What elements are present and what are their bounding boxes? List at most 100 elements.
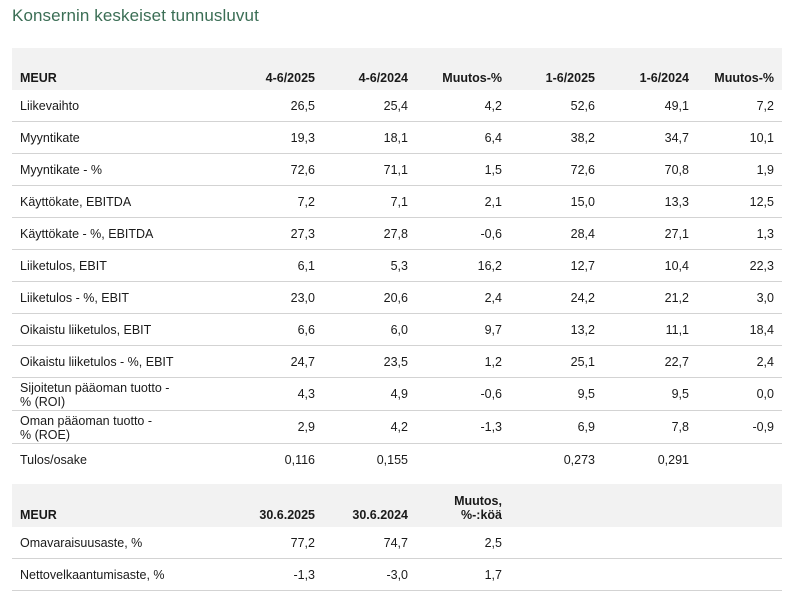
cell-value: 7,2 bbox=[697, 90, 782, 122]
cell-value: 6,6 bbox=[212, 313, 323, 346]
table-row: Liiketulos - %, EBIT 23,0 20,6 2,4 24,2 21,2 3… bbox=[12, 281, 782, 314]
header-empty-cell bbox=[603, 484, 697, 527]
cell-value: 13,2 bbox=[510, 313, 603, 346]
cell-value bbox=[697, 444, 782, 476]
column-header: Muutos, %-:köä bbox=[416, 484, 510, 527]
row-label: Käyttökate, EBITDA bbox=[12, 185, 212, 218]
table1-header: MEUR 4-6/2025 4-6/2024 Muutos-% 1-6/2025 1-6/… bbox=[12, 48, 782, 90]
spacer-cell bbox=[12, 475, 782, 484]
cell-value: 27,3 bbox=[212, 217, 323, 250]
table-row: Omavaraisuusaste, % 77,2 74,7 2,5 bbox=[12, 527, 782, 559]
cell-value: 15,0 bbox=[510, 185, 603, 218]
row-label: Myyntikate bbox=[12, 121, 212, 154]
cell-value: 77,2 bbox=[212, 527, 323, 559]
cell-value: 20,6 bbox=[323, 281, 416, 314]
cell-value: -1,3 bbox=[416, 410, 510, 444]
column-header: 30.6.2025 bbox=[212, 484, 323, 527]
cell-value: 12,5 bbox=[697, 185, 782, 218]
cell-value: 72,6 bbox=[212, 153, 323, 186]
cell-value: 4,3 bbox=[212, 377, 323, 411]
column-header-unit: MEUR bbox=[12, 48, 212, 90]
header-row: MEUR 30.6.2025 30.6.2024 Muutos, %-:köä bbox=[12, 484, 782, 527]
cell-value: 38,2 bbox=[510, 121, 603, 154]
table-row: Nettovelkaantumisaste, % -1,3 -3,0 1,7 bbox=[12, 558, 782, 591]
cell-value: 1,2 bbox=[416, 345, 510, 378]
key-figures-table: MEUR 4-6/2025 4-6/2024 Muutos-% 1-6/2025 1-6/… bbox=[12, 48, 782, 591]
table-row: Myyntikate 19,3 18,1 6,4 38,2 34,7 10,1 bbox=[12, 121, 782, 154]
cell-value: 27,8 bbox=[323, 217, 416, 250]
cell-value: 9,5 bbox=[603, 377, 697, 411]
cell-value: 70,8 bbox=[603, 153, 697, 186]
cell-value: 27,1 bbox=[603, 217, 697, 250]
empty-cell bbox=[510, 558, 603, 591]
cell-value: 25,4 bbox=[323, 90, 416, 122]
row-label: Tulos/osake bbox=[20, 453, 87, 467]
table-row: Tulos/osake 0,116 0,155 0,273 0,291 bbox=[12, 444, 782, 476]
table-row: Oman pääoman tuotto -% (ROE) 2,9 4,2 -1,3 6,… bbox=[12, 410, 782, 444]
cell-value: 10,1 bbox=[697, 121, 782, 154]
cell-value: 21,2 bbox=[603, 281, 697, 314]
column-header: 1-6/2024 bbox=[603, 48, 697, 90]
cell-value: 6,0 bbox=[323, 313, 416, 346]
empty-cell bbox=[697, 527, 782, 559]
cell-value: 7,2 bbox=[212, 185, 323, 218]
cell-value bbox=[416, 444, 510, 476]
cell-value: 23,0 bbox=[212, 281, 323, 314]
cell-value: 24,2 bbox=[510, 281, 603, 314]
cell-value: 22,7 bbox=[603, 345, 697, 378]
cell-value: 18,1 bbox=[323, 121, 416, 154]
row-label: Käyttökate - %, EBITDA bbox=[12, 217, 212, 250]
row-label: Liiketulos - %, EBIT bbox=[12, 281, 212, 314]
header-row: MEUR 4-6/2025 4-6/2024 Muutos-% 1-6/2025 1-6/… bbox=[12, 48, 782, 90]
cell-value: 13,3 bbox=[603, 185, 697, 218]
cell-value: 18,4 bbox=[697, 313, 782, 346]
cell-value: 10,4 bbox=[603, 249, 697, 282]
empty-cell bbox=[603, 527, 697, 559]
cell-value: 74,7 bbox=[323, 527, 416, 559]
cell-value: 71,1 bbox=[323, 153, 416, 186]
cell-value: 6,9 bbox=[510, 410, 603, 444]
cell-value: 1,7 bbox=[416, 558, 510, 591]
column-header: 30.6.2024 bbox=[323, 484, 416, 527]
table-row: Käyttökate - %, EBITDA 27,3 27,8 -0,6 28,4 27… bbox=[12, 217, 782, 250]
table-row: Liiketulos, EBIT 6,1 5,3 16,2 12,7 10,4 22,3 bbox=[12, 249, 782, 282]
cell-value: 4,2 bbox=[323, 410, 416, 444]
row-label: Nettovelkaantumisaste, % bbox=[12, 558, 212, 591]
cell-value: 9,5 bbox=[510, 377, 603, 411]
header-empty-cell bbox=[510, 484, 603, 527]
cell-value: 16,2 bbox=[416, 249, 510, 282]
cell-value: 3,0 bbox=[697, 281, 782, 314]
column-header: 4-6/2024 bbox=[323, 48, 416, 90]
cell-value: 12,7 bbox=[510, 249, 603, 282]
row-label: Liikevaihto bbox=[12, 90, 212, 122]
cell-value: 0,291 bbox=[657, 452, 689, 467]
cell-value: 2,9 bbox=[212, 410, 323, 444]
cell-value: -3,0 bbox=[323, 558, 416, 591]
header-empty-cell bbox=[697, 484, 782, 527]
table-row: Sijoitetun pääoman tuotto -% (ROI) 4,3 4,9… bbox=[12, 377, 782, 411]
cell-value: 2,1 bbox=[416, 185, 510, 218]
cell-value: -1,3 bbox=[212, 558, 323, 591]
cell-value: 4,2 bbox=[416, 90, 510, 122]
table2-header: MEUR 30.6.2025 30.6.2024 Muutos, %-:köä bbox=[12, 484, 782, 527]
cell-value: 19,3 bbox=[212, 121, 323, 154]
cell-value: 7,8 bbox=[603, 410, 697, 444]
table-row: Liikevaihto 26,5 25,4 4,2 52,6 49,1 7,2 bbox=[12, 90, 782, 122]
cell-value: 1,9 bbox=[697, 153, 782, 186]
empty-cell bbox=[510, 527, 603, 559]
cell-value: 24,7 bbox=[212, 345, 323, 378]
cell-value: 0,155 bbox=[376, 452, 408, 467]
empty-cell bbox=[697, 558, 782, 591]
column-header: Muutos-% bbox=[416, 48, 510, 90]
row-label: Liiketulos, EBIT bbox=[12, 249, 212, 282]
cell-value: 1,5 bbox=[416, 153, 510, 186]
page-title: Konsernin keskeiset tunnusluvut bbox=[12, 6, 259, 25]
cell-value: 2,5 bbox=[416, 527, 510, 559]
column-header: 4-6/2025 bbox=[212, 48, 323, 90]
cell-value: 25,1 bbox=[510, 345, 603, 378]
cell-value: 72,6 bbox=[510, 153, 603, 186]
cell-value: 0,0 bbox=[697, 377, 782, 411]
empty-cell bbox=[603, 558, 697, 591]
cell-value: 0,273 bbox=[563, 452, 595, 467]
cell-value: 6,1 bbox=[212, 249, 323, 282]
